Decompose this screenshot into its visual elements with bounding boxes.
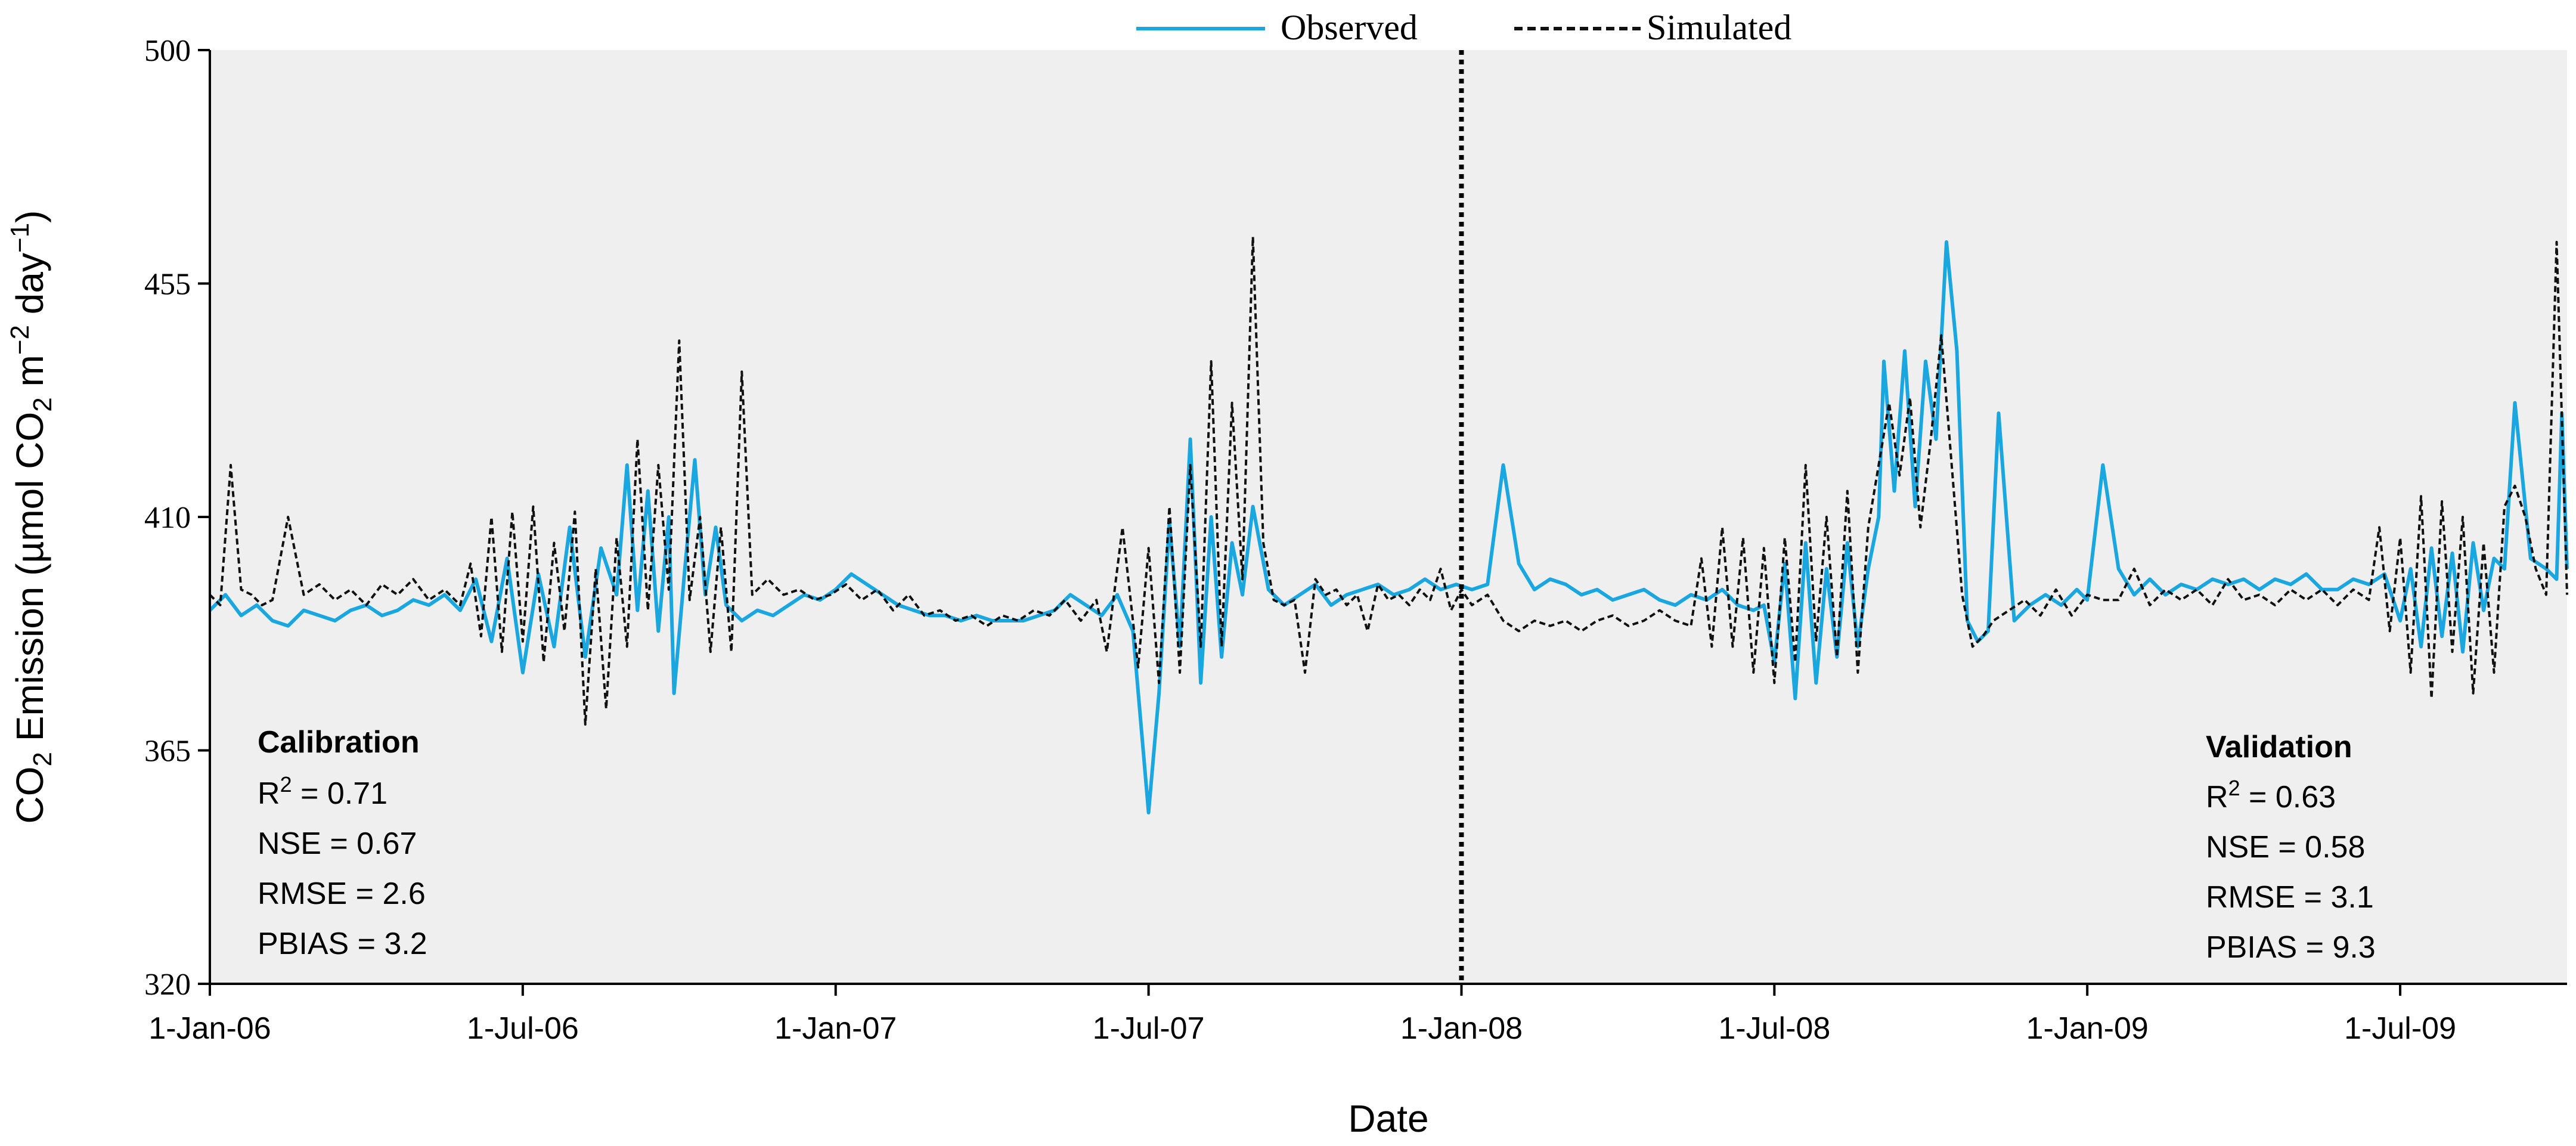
x-tick-label: 1-Jan-06 bbox=[148, 1011, 271, 1046]
plot-area bbox=[210, 50, 2567, 984]
legend: Observed Simulated bbox=[1136, 8, 1791, 47]
validation-stats: Validation R2 = 0.63 NSE = 0.58 RMSE = 3… bbox=[2206, 730, 2376, 965]
x-tick-label: 1-Jul-08 bbox=[1718, 1011, 1830, 1046]
x-tick-label: 1-Jan-07 bbox=[774, 1011, 897, 1046]
y-tick-label: 500 bbox=[144, 34, 191, 68]
legend-observed-label: Observed bbox=[1281, 8, 1418, 47]
calibration-stats: Calibration R2 = 0.71 NSE = 0.67 RMSE = … bbox=[258, 725, 427, 961]
x-tick-label: 1-Jul-07 bbox=[1093, 1011, 1205, 1046]
y-axis-ticks: 320 365 410 455 500 bbox=[144, 34, 210, 1002]
calibration-r2: R2 = 0.71 bbox=[258, 772, 388, 811]
series-layer bbox=[208, 236, 2569, 814]
series-observed-line bbox=[208, 240, 2569, 814]
y-tick-label: 320 bbox=[144, 968, 191, 1002]
x-tick-label: 1-Jul-06 bbox=[467, 1011, 579, 1046]
calibration-title: Calibration bbox=[258, 725, 420, 760]
validation-nse: NSE = 0.58 bbox=[2206, 830, 2365, 865]
y-tick-label: 365 bbox=[144, 735, 191, 769]
validation-r2: R2 = 0.63 bbox=[2206, 776, 2336, 814]
x-tick-label: 1-Jan-09 bbox=[2026, 1011, 2149, 1046]
y-axis-title: CO2 Emission (µmol CO2 m−2 day−1) bbox=[5, 210, 57, 824]
x-tick-label: 1-Jan-08 bbox=[1400, 1011, 1523, 1046]
calibration-nse: NSE = 0.67 bbox=[258, 826, 417, 861]
x-axis-title: Date bbox=[1348, 1097, 1428, 1140]
y-tick-label: 410 bbox=[144, 501, 191, 535]
validation-rmse: RMSE = 3.1 bbox=[2206, 880, 2374, 915]
x-tick-label: 1-Jul-09 bbox=[2344, 1011, 2456, 1046]
calibration-rmse: RMSE = 2.6 bbox=[258, 876, 426, 911]
calibration-pbias: PBIAS = 3.2 bbox=[258, 927, 427, 961]
validation-title: Validation bbox=[2206, 730, 2352, 764]
x-axis-ticks: 1-Jan-06 1-Jul-06 1-Jan-07 1-Jul-07 1-Jan-08… bbox=[148, 984, 2456, 1046]
validation-pbias: PBIAS = 9.3 bbox=[2206, 930, 2376, 965]
series-simulated-line bbox=[209, 236, 2568, 726]
legend-simulated-label: Simulated bbox=[1647, 8, 1791, 47]
y-tick-label: 455 bbox=[144, 268, 191, 302]
